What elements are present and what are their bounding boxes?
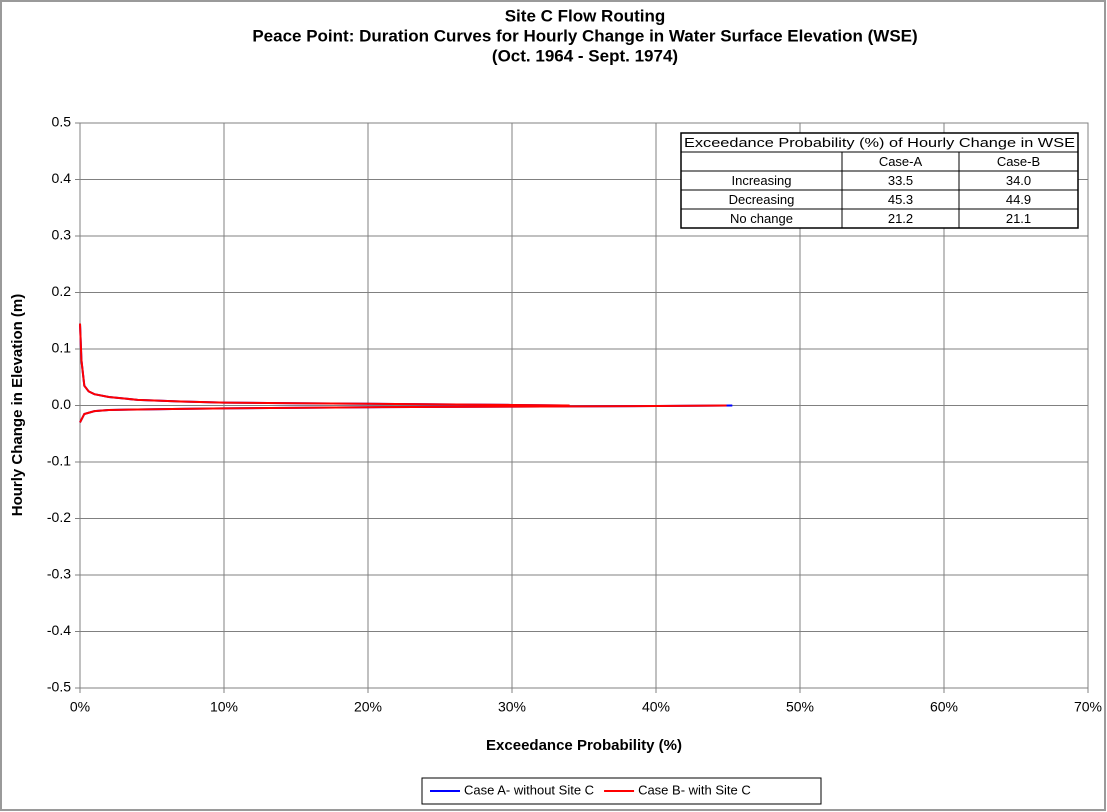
- y-axis-label: Hourly Change in Elevation (m): [9, 294, 26, 517]
- legend-label: Case B- with Site C: [638, 782, 751, 797]
- y-tick-label: 0.1: [52, 340, 72, 356]
- x-tick-label: 10%: [210, 699, 238, 715]
- y-tick-label: 0.2: [52, 283, 72, 299]
- x-axis-label: Exceedance Probability (%): [486, 737, 682, 754]
- table-cell: 33.5: [888, 173, 913, 188]
- chart-subtitle: Peace Point: Duration Curves for Hourly …: [252, 26, 917, 45]
- y-tick-label: -0.4: [47, 622, 71, 638]
- y-tick-label: -0.5: [47, 679, 71, 695]
- table-frame: [680, 132, 1079, 229]
- legend-label: Case A- without Site C: [464, 782, 594, 797]
- y-tick-label: -0.3: [47, 566, 71, 582]
- y-tick-label: -0.2: [47, 509, 71, 525]
- table-cell: 44.9: [1006, 192, 1031, 207]
- legend-box: [421, 777, 822, 805]
- x-tick-label: 70%: [1074, 699, 1102, 715]
- series-line: [79, 323, 727, 423]
- table-cell: 21.2: [888, 211, 913, 226]
- y-tick-label: 0.5: [52, 114, 72, 130]
- table-header: Case-A: [879, 154, 923, 169]
- y-tick-label: 0.0: [52, 396, 72, 412]
- table-row-label: Decreasing: [729, 192, 795, 207]
- table-row-label: Increasing: [732, 173, 792, 188]
- x-tick-label: 60%: [930, 699, 958, 715]
- table-header: Case-B: [997, 154, 1040, 169]
- chart-period: (Oct. 1964 - Sept. 1974): [492, 46, 678, 65]
- chart-title: Site C Flow Routing: [505, 6, 666, 25]
- x-tick-label: 30%: [498, 699, 526, 715]
- y-tick-label: -0.1: [47, 453, 71, 469]
- table-cell: 34.0: [1006, 173, 1031, 188]
- x-tick-label: 0%: [70, 699, 90, 715]
- x-tick-label: 20%: [354, 699, 382, 715]
- table-row-label: No change: [730, 211, 793, 226]
- x-tick-label: 40%: [642, 699, 670, 715]
- table-cell: 45.3: [888, 192, 913, 207]
- y-tick-label: 0.4: [52, 170, 72, 186]
- x-tick-label: 50%: [786, 699, 814, 715]
- y-tick-label: 0.3: [52, 227, 72, 243]
- table-title: Exceedance Probability (%) of Hourly Cha…: [684, 135, 1075, 150]
- table-cell: 21.1: [1006, 211, 1031, 226]
